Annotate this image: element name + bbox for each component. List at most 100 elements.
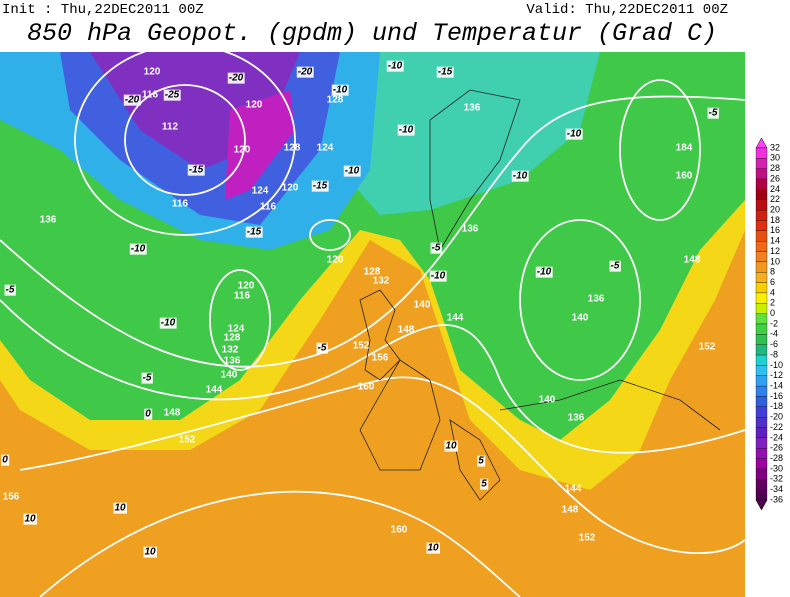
colorbar-bottom-arrow — [755, 499, 768, 511]
colorbar-label: 20 — [770, 204, 780, 214]
label-background — [343, 165, 361, 177]
contour-label: -20 — [298, 67, 313, 78]
contour-label: 5 — [478, 456, 484, 467]
contour-label: 0 — [145, 409, 151, 420]
contour-label: 148 — [562, 505, 579, 516]
contour-label: 0 — [2, 455, 8, 466]
colorbar-label: 22 — [770, 194, 780, 204]
contour-label: -10 — [431, 271, 446, 282]
label-background — [187, 164, 205, 176]
colorbar-label: -16 — [770, 391, 783, 401]
colorbar-label: -18 — [770, 401, 783, 411]
colorbar-label: 30 — [770, 153, 780, 163]
contour-label: 144 — [447, 313, 464, 324]
contour-label: 148 — [398, 325, 415, 336]
contour-label: 160 — [391, 525, 408, 536]
contour-label: -5 — [709, 108, 718, 119]
label-background — [245, 226, 263, 238]
contour-label: 140 — [414, 300, 431, 311]
contour-label: -15 — [189, 165, 204, 176]
label-background — [609, 260, 621, 272]
contour-label: 128 — [284, 143, 301, 154]
label-background — [123, 94, 141, 106]
contour-label: -15 — [438, 67, 453, 78]
colorbar-label: -12 — [770, 370, 783, 380]
contour-lines — [0, 52, 745, 597]
contour-label: -10 — [388, 61, 403, 72]
contour-label: 10 — [114, 503, 126, 514]
colorbar-swatch — [755, 261, 768, 273]
contour-label: -10 — [513, 171, 528, 182]
colorbar-swatch — [755, 344, 768, 356]
contour-label: 120 — [246, 100, 263, 111]
colorbar-swatch — [755, 323, 768, 335]
colorbar-swatch — [755, 437, 768, 449]
colorbar-label: 32 — [770, 142, 780, 152]
colorbar-swatch — [755, 147, 768, 159]
colorbar-swatch — [755, 313, 768, 325]
contour-label: -15 — [313, 181, 328, 192]
colorbar-label: -26 — [770, 443, 783, 453]
colorbar-swatch — [755, 209, 768, 221]
label-background — [23, 513, 37, 525]
contour-label: 10 — [24, 514, 36, 525]
contour-label: 156 — [372, 353, 389, 364]
label-background — [296, 66, 314, 78]
colorbar-label: 2 — [770, 298, 775, 308]
contour-label: 144 — [206, 385, 223, 396]
colorbar-label: -34 — [770, 484, 783, 494]
contour-label: -10 — [345, 166, 360, 177]
colorbar-label: -2 — [770, 318, 778, 328]
colorbar-swatch — [755, 178, 768, 190]
contour-label: 120 — [144, 67, 161, 78]
contour-label: 156 — [3, 492, 20, 503]
label-background — [397, 124, 415, 136]
label-background — [511, 170, 529, 182]
contour-label: -5 — [143, 373, 152, 384]
colorbar-label: -32 — [770, 474, 783, 484]
contour-label: 152 — [699, 342, 716, 353]
contour-label: 10 — [144, 547, 156, 558]
contour-label: 136 — [40, 215, 57, 226]
label-background — [4, 284, 16, 296]
colorbar-swatch — [755, 458, 768, 470]
contour-label: 144 — [565, 484, 582, 495]
contour-label: 152 — [179, 435, 196, 446]
colorbar-swatch — [755, 427, 768, 439]
colorbar-label: -28 — [770, 453, 783, 463]
contour-label: 128 — [364, 267, 381, 278]
contour-label: 5 — [481, 479, 487, 490]
contour-label: 116 — [172, 199, 189, 210]
colorbar-label: 10 — [770, 256, 780, 266]
contour-label: 148 — [164, 408, 181, 419]
label-background — [144, 408, 153, 420]
colorbar-swatch — [755, 230, 768, 242]
colorbar-swatch — [755, 189, 768, 200]
colorbar-label: 8 — [770, 267, 775, 277]
contour-label: -10 — [537, 267, 552, 278]
contour-label: 140 — [221, 370, 238, 381]
colorbar-swatch — [755, 303, 768, 314]
colorbar-swatch — [755, 251, 768, 263]
colorbar-swatch — [755, 479, 768, 490]
contour-label: 112 — [162, 122, 179, 133]
colorbar-label: -4 — [770, 329, 778, 339]
contour-label: -5 — [6, 285, 15, 296]
colorbar-swatch — [755, 448, 768, 459]
label-background — [129, 243, 147, 255]
colorbar-swatch — [755, 168, 768, 180]
contour-label: 136 — [588, 294, 605, 305]
contour-label: 128 — [327, 95, 344, 106]
contour-label: 116 — [260, 202, 277, 213]
colorbar-swatch — [755, 334, 768, 345]
init-time: Init : Thu,22DEC2011 00Z — [2, 2, 204, 18]
contour-label: 140 — [572, 313, 589, 324]
label-background — [444, 440, 458, 452]
contour-label: 160 — [358, 382, 375, 393]
colorbar-label: 12 — [770, 246, 780, 256]
contour-label: 152 — [579, 533, 596, 544]
colorbar-label: 6 — [770, 277, 775, 287]
colorbar-swatch — [755, 406, 768, 418]
label-background — [429, 270, 447, 282]
contour-label: 136 — [224, 356, 241, 367]
